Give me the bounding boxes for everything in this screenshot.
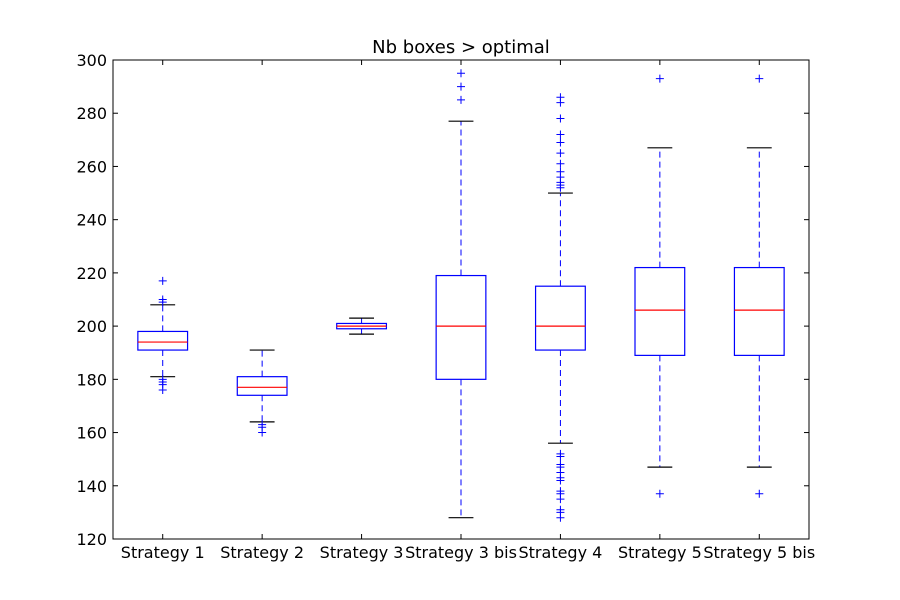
box-1 (137, 276, 189, 394)
box-iqr (634, 266, 686, 356)
outlier-marker (457, 82, 465, 91)
box-iqr (137, 330, 189, 351)
outlier-marker (556, 460, 565, 469)
y-tick-label: 260 (76, 157, 107, 176)
y-tick-label: 160 (76, 424, 107, 443)
x-tick-label: Strategy 1 (121, 543, 205, 562)
outlier-marker (158, 276, 167, 285)
outlier-marker (556, 487, 565, 496)
box-3 (336, 317, 388, 335)
x-tick-label: Strategy 3 (320, 543, 404, 562)
outlier-marker (158, 375, 167, 384)
x-tick-label: Strategy 5 (618, 543, 702, 562)
y-tick-label: 200 (76, 317, 107, 336)
y-tick-label: 300 (76, 51, 107, 70)
outlier-marker (556, 167, 565, 176)
x-tick-label: Strategy 4 (519, 543, 603, 562)
box-2 (236, 349, 288, 437)
outlier-marker (556, 93, 565, 102)
outlier-marker (556, 130, 565, 139)
outlier-marker (556, 505, 565, 514)
y-tick-label: 220 (76, 264, 107, 283)
box-6 (634, 74, 686, 498)
outlier-marker (556, 149, 565, 158)
outlier-marker (755, 74, 764, 83)
y-tick-label: 140 (76, 477, 107, 496)
outlier-marker (755, 489, 764, 498)
outlier-marker (556, 449, 565, 458)
box-iqr (236, 376, 288, 396)
outlier-marker (655, 489, 664, 498)
x-tick-label: Strategy 5 bis (703, 543, 815, 562)
x-axis: Strategy 1 Strategy 2 Strategy 3 Strategy 3… (121, 60, 815, 562)
outlier-marker (258, 420, 267, 429)
outlier-marker (457, 69, 465, 78)
chart-title: Nb boxes > optimal (372, 37, 550, 58)
y-tick-label: 120 (76, 530, 107, 549)
y-tick-label: 180 (76, 370, 107, 389)
outlier-marker (158, 295, 167, 304)
outlier-marker (556, 159, 565, 168)
y-axis: 120 140 160 180 200 220 240 260 280 300 (76, 51, 809, 549)
box-4 (435, 69, 487, 519)
box-iqr (534, 285, 586, 351)
x-tick-label: Strategy 2 (220, 543, 304, 562)
outlier-marker (457, 95, 465, 104)
outlier-marker (556, 114, 565, 123)
x-tick-label: Strategy 3 bis (405, 543, 517, 562)
box-7 (733, 74, 785, 498)
outlier-marker (655, 74, 664, 83)
y-tick-label: 240 (76, 211, 107, 230)
plot-area (137, 69, 785, 522)
box-iqr (435, 274, 487, 380)
box-iqr (733, 266, 785, 356)
box-5 (534, 93, 586, 522)
outlier-marker (556, 138, 565, 147)
y-tick-label: 280 (76, 104, 107, 123)
